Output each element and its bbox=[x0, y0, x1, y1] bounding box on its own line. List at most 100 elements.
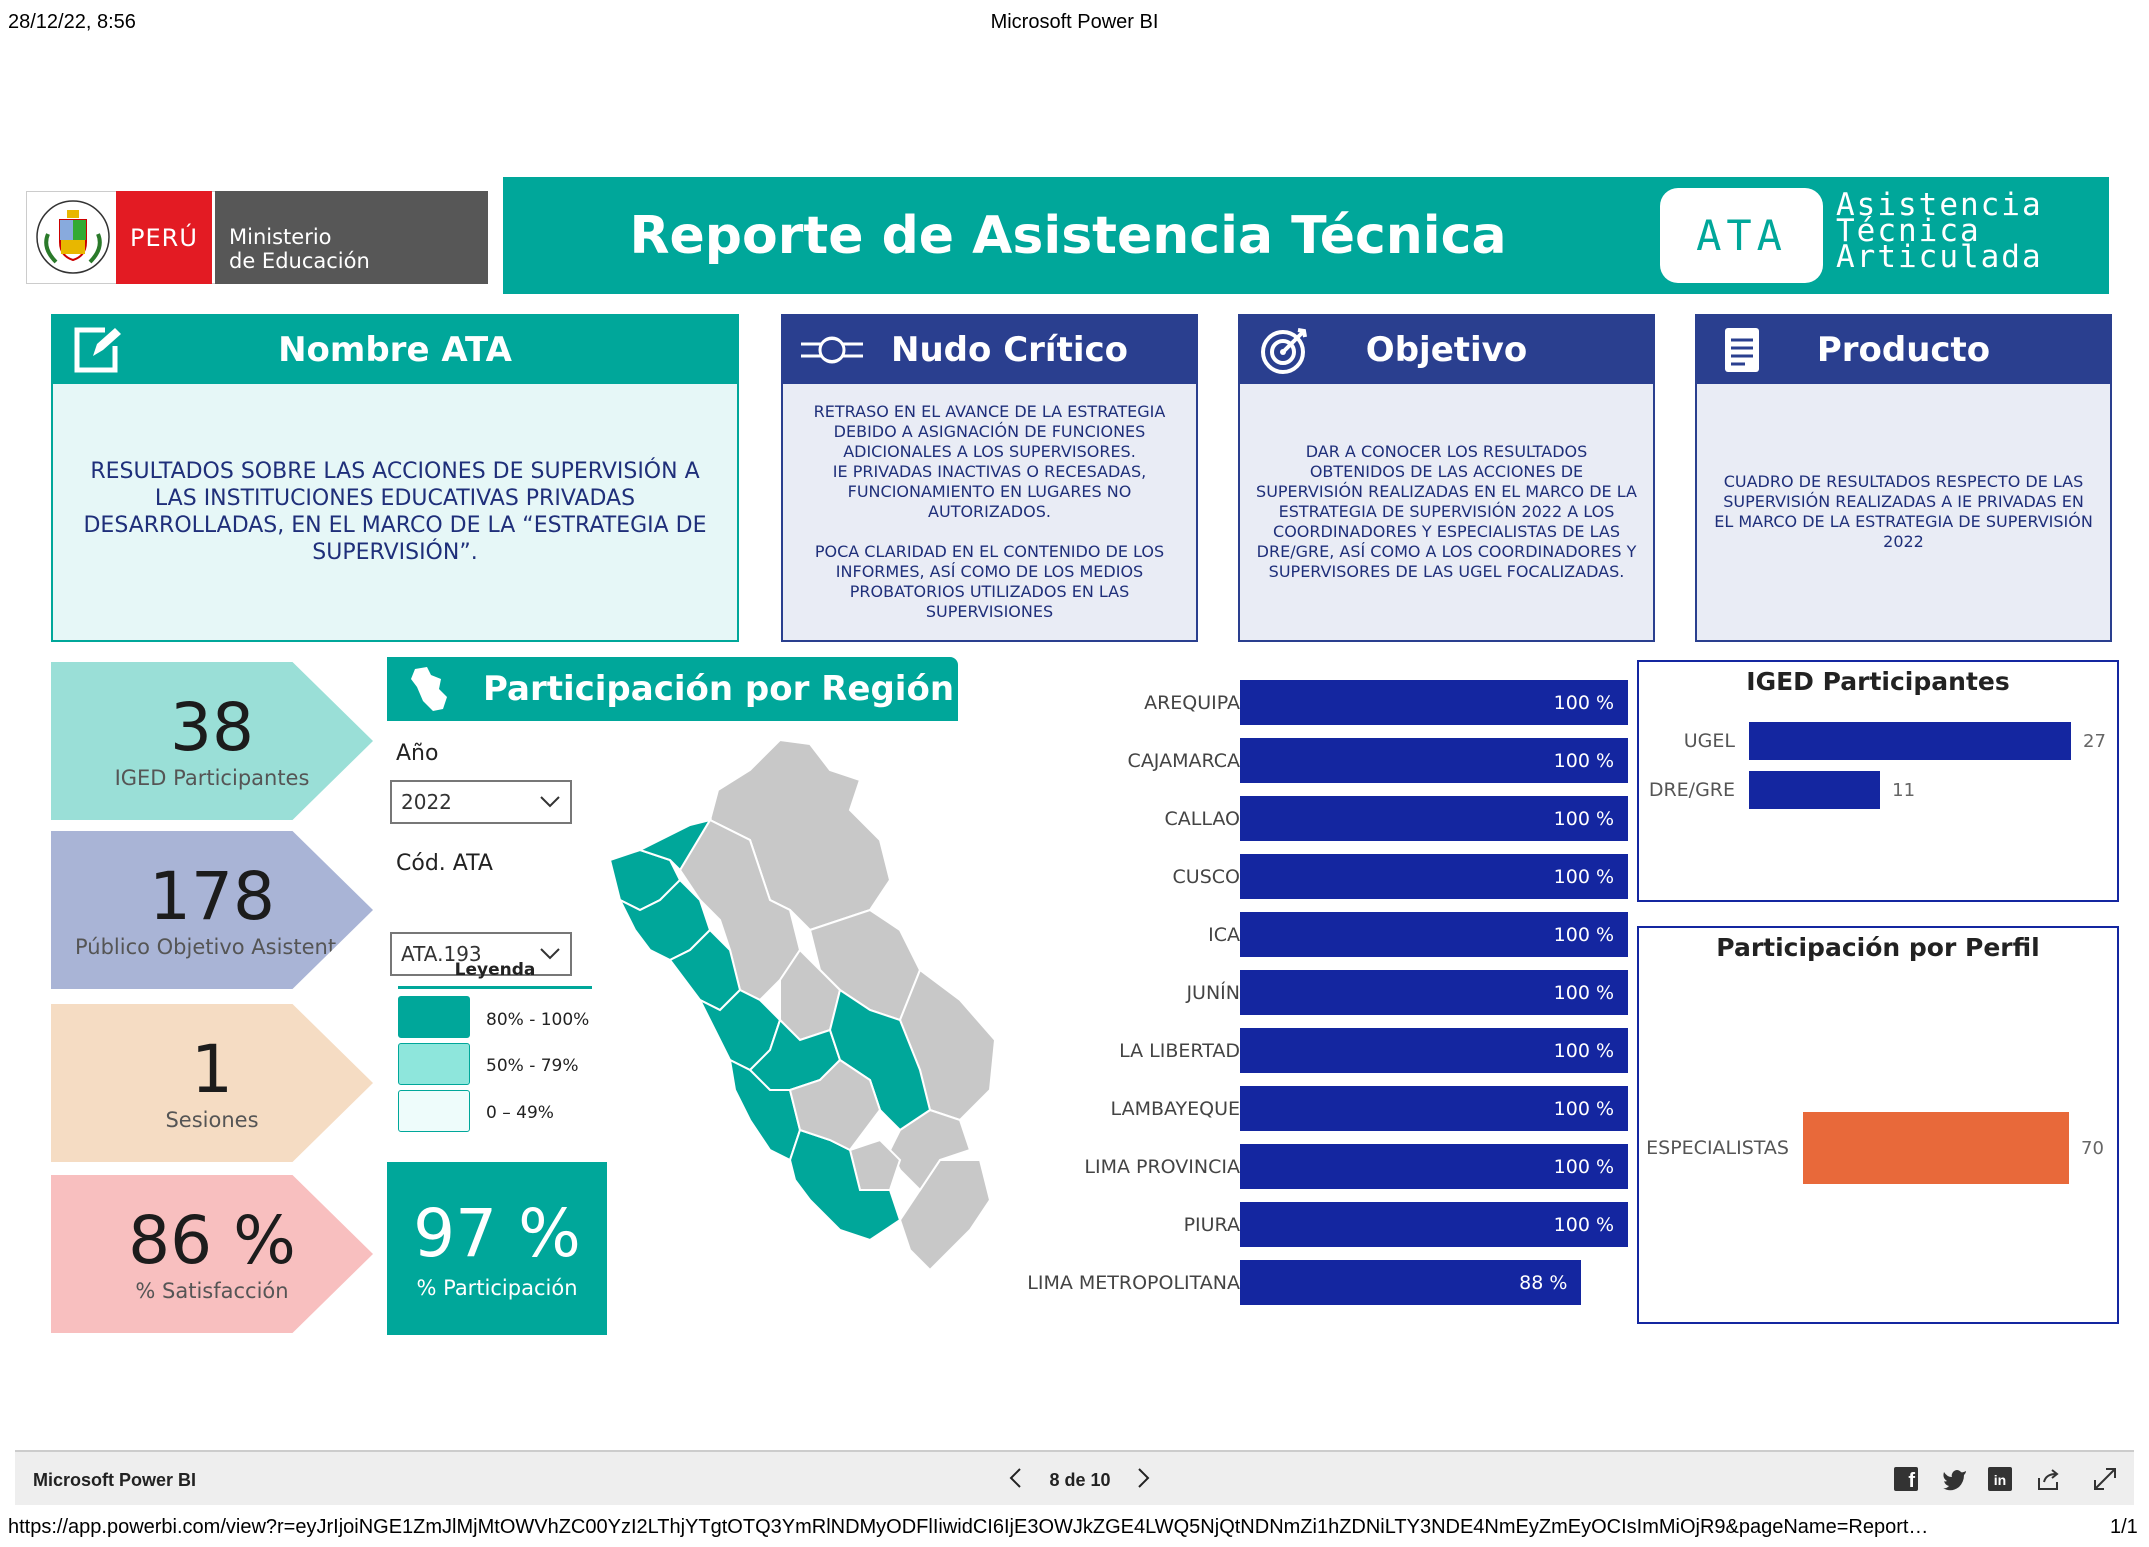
card-nombre-ata: Nombre ATA RESULTADOS SOBRE LAS ACCIONES… bbox=[51, 314, 739, 642]
legend-swatch bbox=[398, 1043, 470, 1085]
bar-category-label: JUNÍN bbox=[1186, 982, 1240, 1004]
bar-category-label: UGEL bbox=[1683, 730, 1735, 752]
card-nudo-critico: Nudo Crítico RETRASO EN EL AVANCE DE LA … bbox=[781, 314, 1198, 642]
prev-page-button[interactable] bbox=[1005, 1466, 1029, 1490]
region-bar[interactable]: 100 % bbox=[1240, 680, 1628, 725]
bar[interactable] bbox=[1803, 1112, 2069, 1184]
chevron-right-icon bbox=[1138, 1468, 1150, 1488]
bar-category-label: ICA bbox=[1208, 924, 1240, 946]
iged-participantes-panel: IGED Participantes UGEL 27 DRE/GRE 11 bbox=[1637, 660, 2119, 902]
crest-icon bbox=[30, 196, 116, 278]
document-icon bbox=[1715, 324, 1769, 376]
kpi-label: Público Objetivo Asistente bbox=[74, 935, 349, 959]
page-indicator: 8 de 10 bbox=[1049, 1470, 1111, 1490]
region-bar[interactable]: 88 % bbox=[1240, 1260, 1582, 1305]
bar-value-label: 70 bbox=[2081, 1138, 2104, 1159]
peru-map-icon bbox=[409, 665, 449, 722]
region-bar[interactable]: 100 % bbox=[1240, 912, 1628, 957]
panel-title: IGED Participantes bbox=[1746, 667, 2010, 696]
edit-icon bbox=[71, 324, 125, 376]
bar-value-label: 27 bbox=[2083, 731, 2106, 752]
chevron-down-icon bbox=[540, 796, 560, 808]
bar-category-label: ESPECIALISTAS bbox=[1646, 1137, 1789, 1159]
perfil-panel: Participación por Perfil ESPECIALISTAS 70 bbox=[1637, 926, 2119, 1324]
map-region bbox=[678, 818, 802, 1002]
bar-category-label: LIMA METROPOLITANA bbox=[1027, 1272, 1240, 1294]
region-bar-chart: AREQUIPA 100 % CAJAMARCA 100 % CALLAO 100 % CU… bbox=[1000, 680, 1640, 1320]
bar-category-label: DRE/GRE bbox=[1648, 779, 1735, 801]
bar[interactable] bbox=[1749, 771, 1881, 809]
region-bar[interactable]: 100 % bbox=[1240, 1202, 1628, 1247]
kpi-label: IGED Participantes bbox=[114, 766, 310, 790]
report-banner bbox=[503, 177, 2109, 294]
print-url: https://app.powerbi.com/view?r=eyJrIjoiN… bbox=[8, 1516, 1929, 1538]
map-region bbox=[788, 1058, 882, 1152]
region-bar[interactable]: 100 % bbox=[1240, 1028, 1628, 1073]
linkedin-icon[interactable]: in bbox=[1988, 1467, 2012, 1491]
facebook-icon[interactable]: f bbox=[1894, 1467, 1918, 1492]
next-page-button[interactable] bbox=[1130, 1466, 1154, 1490]
fullscreen-icon[interactable] bbox=[2092, 1466, 2118, 1492]
bar-category-label: CALLAO bbox=[1164, 808, 1241, 830]
region-section-title: Participación por Región bbox=[483, 669, 955, 709]
region-bar[interactable]: 100 % bbox=[1240, 1144, 1628, 1189]
footer-app-name: Microsoft Power BI bbox=[33, 1470, 197, 1490]
twitter-icon[interactable] bbox=[1942, 1466, 1968, 1492]
kpi-value: 1 bbox=[191, 1031, 233, 1108]
card-text: DAR A CONOCER LOS RESULTADOS OBTENIDOS D… bbox=[1256, 442, 1637, 581]
bar-category-label: LAMBAYEQUE bbox=[1110, 1098, 1240, 1120]
kpi-participacion: 97 % % Participación bbox=[387, 1162, 607, 1335]
print-title: Microsoft Power BI bbox=[990, 11, 1159, 33]
legend-label: 50% - 79% bbox=[486, 1056, 579, 1076]
peru-region-map[interactable] bbox=[600, 730, 1010, 1310]
iged-bar-chart: UGEL 27 DRE/GRE 11 bbox=[1639, 722, 2117, 872]
card-objetivo: Objetivo DAR A CONOCER LOS RESULTADOS OB… bbox=[1238, 314, 1655, 642]
share-icon[interactable] bbox=[2036, 1466, 2062, 1492]
target-icon bbox=[1258, 324, 1312, 376]
kpi-satisfaccion: 86 % % Satisfacción bbox=[51, 1175, 373, 1333]
kpi-label: Sesiones bbox=[165, 1108, 259, 1132]
ata-words: Asistencia Técnica Articulada bbox=[1836, 187, 2043, 275]
kpi-label: % Participación bbox=[416, 1275, 578, 1300]
ata-filter-value: ATA.193 bbox=[401, 942, 482, 966]
kpi-value: 178 bbox=[149, 858, 275, 935]
legend-swatch bbox=[398, 996, 470, 1038]
card-title: Nudo Crítico bbox=[891, 330, 1128, 370]
ministry-name: Ministerio de Educación bbox=[215, 191, 488, 284]
ata-badge: ATA bbox=[1660, 188, 1823, 283]
region-bar[interactable]: 100 % bbox=[1240, 1086, 1628, 1131]
legend-swatch bbox=[398, 1090, 470, 1132]
print-datetime: 28/12/22, 8:56 bbox=[8, 11, 136, 33]
peru-flag-label: PERÚ bbox=[116, 191, 212, 284]
bar[interactable] bbox=[1749, 722, 2071, 760]
panel-title: Participación por Perfil bbox=[1716, 933, 2040, 962]
region-bar[interactable]: 100 % bbox=[1240, 796, 1628, 841]
card-title: Objetivo bbox=[1365, 330, 1528, 370]
year-filter-dropdown[interactable]: 2022 bbox=[390, 780, 572, 824]
region-section-header: Participación por Región bbox=[387, 657, 958, 721]
bar-category-label: CUSCO bbox=[1172, 866, 1240, 888]
kpi-value: 97 % bbox=[413, 1194, 581, 1272]
card-title: Nombre ATA bbox=[278, 330, 512, 370]
bar-category-label: LA LIBERTAD bbox=[1119, 1040, 1240, 1062]
powerbi-footer bbox=[15, 1450, 2134, 1505]
bar-category-label: AREQUIPA bbox=[1144, 692, 1240, 714]
region-bar[interactable]: 100 % bbox=[1240, 854, 1628, 899]
legend-label: 80% - 100% bbox=[486, 1010, 590, 1030]
card-text: RETRASO EN EL AVANCE DE LA ESTRATEGIA DE… bbox=[813, 402, 1166, 621]
card-producto: Producto CUADRO DE RESULTADOS RESPECTO D… bbox=[1695, 314, 2112, 642]
bar-category-label: PIURA bbox=[1183, 1214, 1240, 1236]
perfil-bar-chart: ESPECIALISTAS 70 bbox=[1639, 988, 2117, 1318]
bar-category-label: LIMA PROVINCIA bbox=[1084, 1156, 1240, 1178]
legend-title: Leyenda bbox=[398, 960, 592, 989]
chevron-left-icon bbox=[1009, 1468, 1021, 1488]
region-bar[interactable]: 100 % bbox=[1240, 738, 1628, 783]
year-filter-label: Año bbox=[396, 741, 439, 766]
bar-value-label: 11 bbox=[1892, 780, 1916, 801]
year-filter-value: 2022 bbox=[401, 790, 452, 814]
region-bar[interactable]: 100 % bbox=[1240, 970, 1628, 1015]
kpi-value: 86 % bbox=[128, 1202, 296, 1279]
card-text: CUADRO DE RESULTADOS RESPECTO DE LAS SUP… bbox=[1714, 472, 2093, 551]
card-text: RESULTADOS SOBRE LAS ACCIONES DE SUPERVI… bbox=[83, 459, 707, 565]
ata-filter-dropdown[interactable]: ATA.193 bbox=[390, 932, 572, 976]
